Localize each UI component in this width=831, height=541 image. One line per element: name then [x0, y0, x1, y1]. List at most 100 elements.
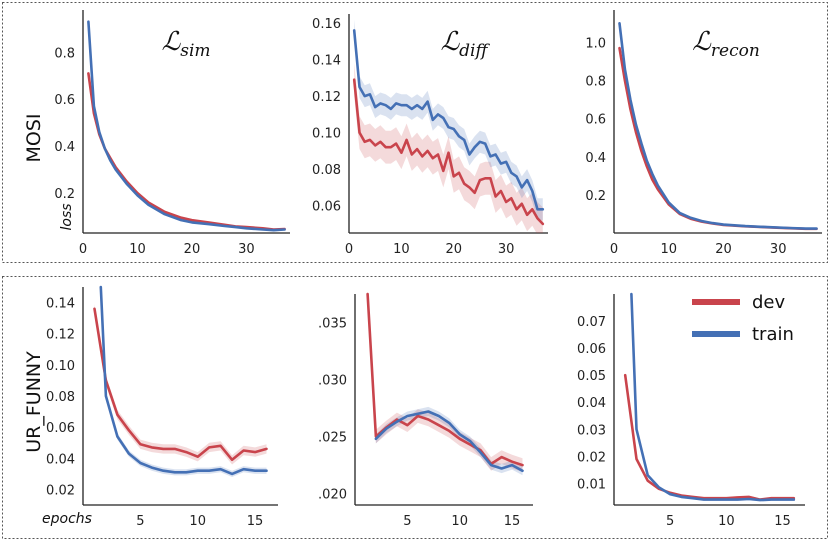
y-tick-label: 0.04: [46, 452, 75, 467]
plot-area: [623, 292, 796, 502]
series-band-train: [375, 406, 523, 476]
x-tick-label: 10: [189, 514, 206, 529]
x-tick-label: 10: [393, 242, 410, 257]
y-tick-label: 0.05: [577, 369, 606, 384]
y-tick-label: 0.10: [46, 359, 75, 374]
x-tick-label: 30: [238, 242, 255, 257]
series-line-train: [87, 20, 286, 232]
y-tick-label: 0.16: [312, 17, 341, 32]
y-tick-label: 0.06: [312, 200, 341, 215]
y-tick-label: 0.10: [312, 127, 341, 142]
y-tick-label: 0.06: [46, 421, 75, 436]
y-tick-label: 0.6: [585, 113, 606, 128]
y-tick-label: 0.4: [585, 151, 606, 166]
y-tick-label: 0.2: [585, 189, 606, 204]
y-tick-label: 0.14: [46, 297, 75, 312]
row-label-urfunny: UR_FUNNY: [23, 351, 45, 453]
title-main: ℒ: [440, 27, 460, 57]
x-axis-label: epochs: [42, 511, 92, 527]
y-tick-label: 0.01: [577, 477, 606, 492]
x-tick-label: 0: [79, 242, 87, 257]
x-tick-label: 15: [504, 514, 521, 529]
y-tick-label: 0.2: [54, 187, 75, 202]
y-tick-label: 0.02: [46, 483, 75, 498]
row-frame-mosi: [2, 2, 828, 263]
x-tick-label: 15: [774, 514, 791, 529]
series-line-dev: [623, 373, 796, 501]
y-tick-label: 0.04: [577, 396, 606, 411]
title-subscript: recon: [711, 41, 760, 61]
y-tick-label: 0.4: [54, 140, 75, 155]
series-line-train: [99, 285, 268, 476]
y-tick-label: 0.02: [577, 450, 606, 465]
plot-area: [93, 285, 268, 477]
plot-area: [87, 20, 286, 232]
y-tick-label: .025: [318, 431, 347, 446]
panel-title: ℒdiff: [440, 27, 490, 61]
panel-urfunny-diff: .020 .025 .030 .035 5 10 15: [318, 292, 533, 529]
y-tick-label: .035: [318, 317, 347, 332]
x-tick-label: 20: [184, 242, 201, 257]
x-tick-label: 5: [136, 514, 144, 529]
y-tick-label: 0.08: [312, 163, 341, 178]
row-frame-urfunny: [2, 276, 828, 539]
y-tick-label: 0.08: [46, 390, 75, 405]
x-tick-label: 10: [718, 514, 735, 529]
x-tick-label: 20: [715, 242, 732, 257]
title-subscript: diff: [459, 41, 490, 61]
series-band-dev: [94, 304, 267, 465]
y-tick-label: 0.14: [312, 54, 341, 69]
series-line-dev: [618, 46, 818, 231]
y-tick-label: 0.8: [54, 46, 75, 61]
series-line-dev: [366, 292, 524, 467]
plot-area: [366, 292, 524, 476]
x-tick-label: 0: [345, 242, 353, 257]
y-tick-label: 0.12: [46, 328, 75, 343]
title-subscript: sim: [180, 41, 210, 61]
x-tick-label: 20: [445, 242, 462, 257]
x-tick-label: 10: [660, 242, 677, 257]
series-band-train: [354, 19, 543, 221]
x-tick-label: 10: [129, 242, 146, 257]
series-line-train: [618, 22, 818, 230]
plot-area: [352, 19, 545, 233]
panel-urfunny-sim: 0.02 0.04 0.06 0.08 0.10 0.12 0.14 5 10 15 epochs: [42, 285, 278, 529]
legend: dev train: [692, 292, 794, 345]
legend-dev-label: dev: [752, 292, 786, 313]
title-main: ℒ: [692, 27, 712, 57]
x-tick-label: 5: [666, 514, 674, 529]
y-tick-label: 0.06: [577, 342, 606, 357]
series-line-train: [374, 410, 524, 473]
x-tick-label: 30: [770, 242, 787, 257]
x-tick-label: 30: [498, 242, 515, 257]
legend-train-label: train: [752, 324, 794, 345]
series-band-dev: [367, 292, 523, 472]
x-tick-label: 10: [451, 514, 468, 529]
series-band-dev: [354, 63, 543, 233]
series-line-dev: [87, 72, 286, 231]
y-tick-label: .020: [318, 488, 347, 503]
panel-mosi-recon: 0.2 0.4 0.6 0.8 1.0 0 10 20 30 ℒrecon: [585, 10, 822, 257]
panel-mosi-sim: 0.2 0.4 0.6 0.8 0 10 20 30 ℒsim loss: [54, 10, 290, 257]
y-tick-label: 0.6: [54, 93, 75, 108]
panel-title: ℒrecon: [692, 27, 760, 61]
row-label-mosi: MOSI: [23, 113, 45, 162]
y-tick-label: 0.8: [585, 75, 606, 90]
x-tick-label: 0: [610, 242, 618, 257]
x-tick-label: 5: [403, 514, 411, 529]
series-line-train: [630, 292, 796, 502]
panel-title: ℒsim: [161, 27, 210, 61]
y-tick-label: 0.03: [577, 423, 606, 438]
x-tick-label: 15: [247, 514, 264, 529]
y-axis-label: loss: [59, 203, 75, 230]
title-main: ℒ: [161, 27, 181, 57]
y-tick-label: 0.12: [312, 90, 341, 105]
plot-area: [618, 22, 818, 231]
y-tick-label: 0.07: [577, 315, 606, 330]
panel-urfunny-recon: 0.01 0.02 0.03 0.04 0.05 0.06 0.07 5 10 15: [577, 292, 805, 529]
y-tick-label: 1.0: [585, 36, 606, 51]
panel-mosi-diff: 0.06 0.08 0.10 0.12 0.14 0.16 0 10 20 30 ℒdiff: [312, 14, 548, 257]
y-tick-label: .030: [318, 374, 347, 389]
series-line-dev: [93, 307, 268, 462]
